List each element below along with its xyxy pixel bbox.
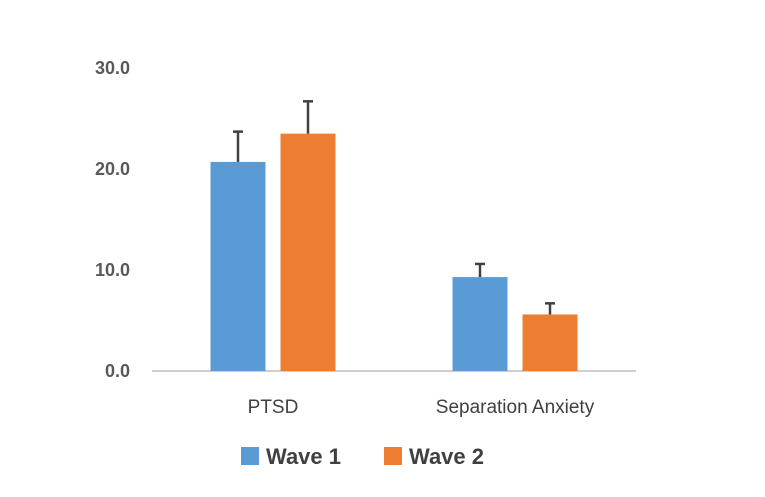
y-tick-label: 0.0 xyxy=(105,361,130,381)
bar-2-2 xyxy=(522,314,578,371)
legend-label: Wave 2 xyxy=(409,444,484,469)
error-bars-group xyxy=(233,100,555,315)
y-tick-label: 20.0 xyxy=(95,159,130,179)
x-category-label: Separation Anxiety xyxy=(436,397,595,418)
y-tick-label: 30.0 xyxy=(95,58,130,78)
bar-1-1 xyxy=(210,161,266,371)
bar-2-1 xyxy=(280,133,336,371)
legend: Wave 1 Wave 2 xyxy=(241,444,484,469)
category-labels: PTSD Separation Anxiety xyxy=(248,397,595,418)
legend-swatch xyxy=(384,447,402,465)
y-tick-label: 10.0 xyxy=(95,260,130,280)
x-category-label: PTSD xyxy=(248,397,299,418)
legend-swatch xyxy=(241,447,259,465)
bars-group xyxy=(210,133,578,371)
legend-label: Wave 1 xyxy=(266,444,341,469)
y-axis-ticks: 0.0 10.0 20.0 30.0 xyxy=(95,58,130,381)
bar-1-2 xyxy=(452,277,508,371)
